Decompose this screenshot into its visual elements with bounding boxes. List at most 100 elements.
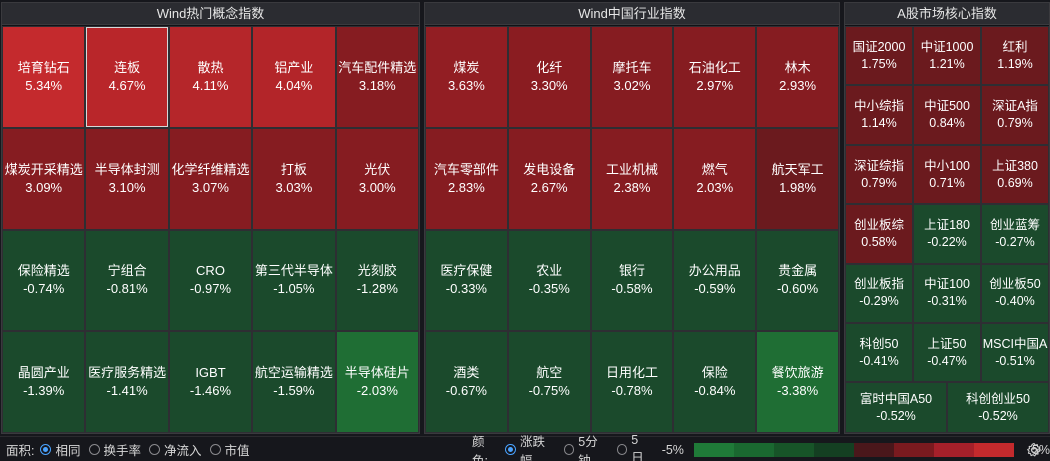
treemap-cell[interactable]: 上证380 0.69%	[981, 144, 1049, 205]
gear-icon[interactable]	[1026, 442, 1042, 458]
treemap-cell[interactable]: 航空运输精选 -1.59%	[252, 331, 336, 433]
cell-name: 办公用品	[688, 263, 741, 279]
cell-name: 工业机械	[605, 161, 658, 177]
treemap-cell[interactable]: 医疗服务精选 -1.41%	[85, 331, 169, 433]
cell-change: 0.79%	[997, 116, 1033, 131]
cell-change: 1.14%	[861, 116, 897, 131]
radio-dot-icon	[616, 444, 628, 455]
cell-name: 摩托车	[612, 59, 652, 75]
treemap-cell[interactable]: 酒类 -0.67%	[425, 331, 508, 433]
cell-name: 半导体封测	[94, 161, 160, 177]
treemap-cell[interactable]: 连板 4.67%	[85, 26, 169, 128]
treemap-cell[interactable]: 汽车配件精选 3.18%	[335, 26, 419, 128]
cell-name: 铝产业	[274, 59, 314, 75]
treemap-cell[interactable]: 中证1000 1.21%	[913, 26, 981, 86]
treemap-cell[interactable]: 中证100 -0.31%	[913, 263, 981, 324]
treemap-cell[interactable]: 燃气 2.03%	[673, 127, 757, 230]
color-option-radio[interactable]: 5分钟	[563, 431, 609, 461]
cell-change: -0.78%	[611, 383, 653, 399]
treemap-cell[interactable]: 创业板指 -0.29%	[845, 263, 913, 324]
treemap-cell[interactable]: 上证50 -0.47%	[913, 323, 981, 383]
treemap-cell[interactable]: 创业板50 -0.40%	[981, 263, 1049, 324]
treemap-cell[interactable]: 摩托车 3.02%	[590, 26, 674, 128]
cell-change: -0.67%	[445, 383, 487, 399]
treemap-cell[interactable]: 铝产业 4.04%	[252, 26, 336, 128]
treemap-cell[interactable]: 创业板综 0.58%	[845, 204, 913, 264]
treemap-cell[interactable]: 化纤 3.30%	[507, 26, 591, 128]
cell-change: -0.74%	[23, 281, 65, 297]
treemap-cell[interactable]: 办公用品 -0.59%	[673, 229, 757, 332]
treemap-cell[interactable]: 工业机械 2.38%	[590, 127, 674, 230]
treemap-cell[interactable]: 林木 2.93%	[756, 26, 839, 128]
treemap-cell[interactable]: 红利 1.19%	[981, 26, 1049, 86]
treemap-cell[interactable]: 中小综指 1.14%	[845, 85, 913, 145]
treemap-cell[interactable]: 医疗保健 -0.33%	[425, 229, 508, 332]
cell-change: 3.18%	[358, 77, 396, 93]
cell-change: 1.21%	[929, 56, 965, 71]
color-option-radio[interactable]: 涨跌幅	[505, 431, 555, 461]
cell-name: 红利	[1002, 39, 1028, 54]
treemap-cell[interactable]: 培育钻石 5.34%	[2, 26, 86, 128]
radio-label: 5分钟	[578, 434, 598, 461]
treemap-cell[interactable]: 晶圆产业 -1.39%	[2, 331, 86, 433]
treemap-cell[interactable]: 上证180 -0.22%	[913, 204, 981, 264]
cell-change: -1.39%	[23, 383, 65, 399]
cell-change: -0.60%	[776, 281, 819, 297]
treemap-cell[interactable]: 化学纤维精选 3.07%	[168, 127, 253, 230]
area-option-radio[interactable]: 相同	[40, 440, 81, 459]
treemap-cell[interactable]: 科创创业50 -0.52%	[947, 382, 1049, 433]
area-option-radio[interactable]: 市值	[209, 440, 250, 459]
treemap-cell[interactable]: 银行 -0.58%	[590, 229, 674, 332]
treemap-cell[interactable]: 半导体封测 3.10%	[85, 127, 169, 230]
treemap-cell[interactable]: IGBT -1.46%	[168, 331, 253, 433]
treemap-cell[interactable]: 深证A指 0.79%	[981, 85, 1049, 145]
treemap-cell[interactable]: 散热 4.11%	[168, 26, 253, 128]
area-option-radio[interactable]: 净流入	[149, 440, 202, 459]
treemap-cell[interactable]: 国证2000 1.75%	[845, 26, 913, 86]
treemap-cell[interactable]: 发电设备 2.67%	[507, 127, 591, 230]
cell-change: -0.41%	[859, 353, 899, 368]
cell-change: 4.11%	[192, 77, 229, 93]
treemap-cell[interactable]: 贵金属 -0.60%	[756, 229, 839, 332]
treemap-cell[interactable]: CRO -0.97%	[168, 229, 253, 332]
cell-name: 晶圆产业	[17, 365, 70, 381]
treemap-cell[interactable]: 创业蓝筹 -0.27%	[981, 204, 1049, 264]
treemap-cell[interactable]: 科创50 -0.41%	[845, 323, 913, 383]
treemap-cell[interactable]: 中证500 0.84%	[913, 85, 981, 145]
treemap-cell[interactable]: 餐饮旅游 -3.38%	[756, 331, 839, 433]
cell-name: 石油化工	[688, 59, 741, 75]
cell-change: -0.40%	[995, 294, 1035, 309]
treemap-cell[interactable]: 第三代半导体 -1.05%	[252, 229, 336, 332]
color-option-radio[interactable]: 5日	[616, 431, 650, 461]
scale-swatch	[733, 442, 774, 457]
treemap-cell[interactable]: 农业 -0.35%	[507, 229, 591, 332]
scale-min-label: -5%	[661, 442, 684, 457]
treemap-cell[interactable]: 中小100 0.71%	[913, 144, 981, 205]
cell-name: 国证2000	[852, 39, 906, 54]
cell-change: -0.29%	[859, 294, 899, 309]
cell-change: -1.41%	[106, 383, 148, 399]
treemap-cell[interactable]: 汽车零部件 2.83%	[425, 127, 508, 230]
treemap-cell[interactable]: MSCI中国A -0.51%	[981, 323, 1049, 383]
treemap-cell[interactable]: 煤炭开采精选 3.09%	[2, 127, 86, 230]
treemap-cell[interactable]: 保险 -0.84%	[673, 331, 757, 433]
area-option-radio[interactable]: 换手率	[88, 440, 141, 459]
treemap-cell[interactable]: 光伏 3.00%	[335, 127, 419, 230]
treemap-cell[interactable]: 日用化工 -0.78%	[590, 331, 674, 433]
treemap-cell[interactable]: 光刻胶 -1.28%	[335, 229, 419, 332]
treemap-cell[interactable]: 保险精选 -0.74%	[2, 229, 86, 332]
treemap-cell[interactable]: 打板 3.03%	[252, 127, 336, 230]
cell-change: 3.07%	[192, 179, 229, 195]
treemap-cell[interactable]: 半导体硅片 -2.03%	[335, 331, 419, 433]
treemap-cell[interactable]: 煤炭 3.63%	[425, 26, 508, 128]
treemap-cell[interactable]: 石油化工 2.97%	[673, 26, 757, 128]
cell-name: 深证A指	[992, 99, 1038, 114]
treemap-cell[interactable]: 航空 -0.75%	[507, 331, 591, 433]
treemap-cell[interactable]: 宁组合 -0.81%	[85, 229, 169, 332]
cell-name: 上证380	[992, 158, 1038, 173]
treemap-cell[interactable]: 航天军工 1.98%	[756, 127, 839, 230]
cell-name: 中证1000	[920, 39, 974, 54]
treemap-cell[interactable]: 富时中国A50 -0.52%	[845, 382, 947, 433]
treemap-cell[interactable]: 深证综指 0.79%	[845, 144, 913, 205]
panel-title: Wind中国行业指数	[425, 3, 839, 25]
